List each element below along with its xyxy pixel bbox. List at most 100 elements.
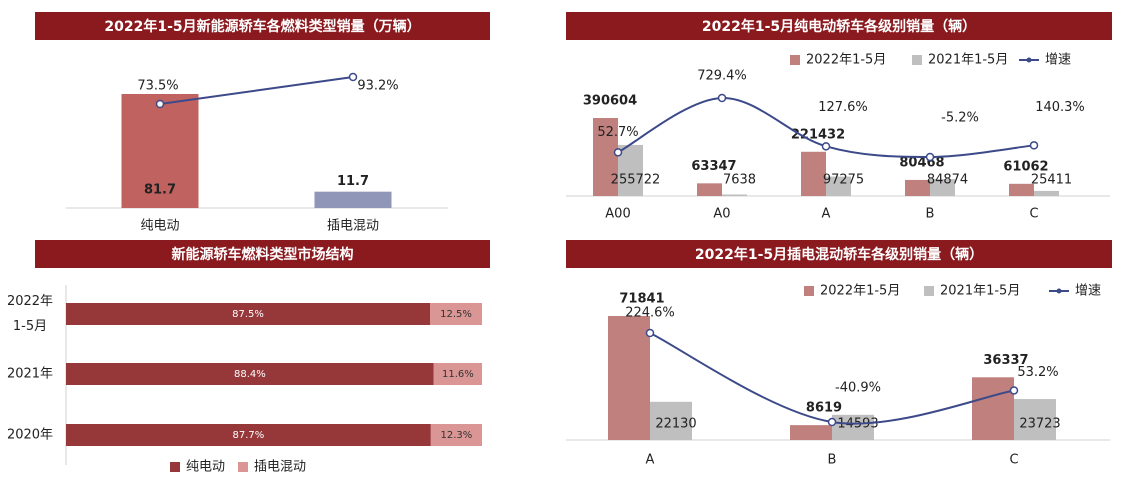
y-tick-label: 1-5月 [13, 319, 47, 334]
bar [1014, 399, 1056, 440]
x-tick-label: C [1029, 207, 1038, 222]
y-tick-label: 2022年 [7, 294, 53, 309]
legend-label: 2022年1-5月 [806, 53, 886, 68]
value-label: 97275 [823, 173, 864, 188]
bar [972, 377, 1014, 440]
bar [790, 425, 832, 440]
title-band [566, 12, 1112, 40]
legend-label: 2022年1-5月 [820, 284, 900, 299]
legend-label: 2021年1-5月 [928, 53, 1008, 68]
bar-segment [66, 303, 430, 325]
value-label: 7638 [723, 173, 756, 188]
bar-segment [66, 363, 434, 385]
legend-label: 纯电动 [186, 460, 225, 475]
bar [930, 179, 955, 196]
value-label: 87.7% [233, 430, 265, 441]
bar [1009, 183, 1034, 196]
value-label: 22130 [655, 417, 696, 432]
growth-point [1009, 386, 1019, 395]
value-label: 87.5% [232, 309, 264, 320]
growth-point [827, 417, 837, 427]
bar [905, 179, 930, 196]
legend-swatch [790, 55, 800, 65]
value-label: 221432 [791, 127, 845, 142]
bar [121, 94, 199, 208]
chart-title: 2022年1-5月纯电动轿车各级别销量（辆） [702, 18, 976, 35]
chart-title: 2022年1-5月新能源轿车各燃料类型销量（万辆） [104, 18, 420, 35]
bar-segment [66, 424, 431, 446]
y-tick-label: 2020年 [7, 428, 53, 443]
x-tick-label: B [926, 207, 935, 222]
x-tick-label: 插电混动 [327, 219, 379, 234]
growth-point [645, 328, 655, 338]
x-tick-label: 纯电动 [140, 219, 179, 234]
growth-point [717, 93, 727, 103]
x-tick-label: B [828, 453, 837, 468]
growth-point [925, 152, 935, 162]
title-band [35, 12, 490, 40]
legend-swatch [804, 286, 814, 296]
x-tick-label: A [646, 453, 655, 468]
bar-segment [430, 303, 482, 325]
value-label: 11.7 [337, 174, 369, 189]
bar [801, 151, 826, 196]
value-label: 61062 [1003, 159, 1048, 174]
legend-label: 插电混动 [254, 460, 306, 475]
growth-point [1029, 141, 1039, 150]
value-label: 63347 [691, 159, 736, 174]
legend-swatch [238, 462, 248, 472]
bar [608, 316, 650, 440]
value-label: 12.3% [441, 430, 473, 441]
x-tick-label: A [822, 207, 831, 222]
value-label: 36337 [983, 353, 1028, 368]
bar [722, 194, 747, 196]
bar [1034, 190, 1059, 196]
bar [618, 144, 643, 196]
value-label: 255722 [611, 173, 661, 188]
legend-label: 增速 [1075, 284, 1101, 299]
growth-label: 93.2% [357, 79, 398, 94]
growth-label: -5.2% [941, 111, 979, 126]
growth-label: 52.7% [597, 125, 638, 140]
legend-dot [1026, 57, 1032, 63]
growth-point [821, 142, 831, 151]
legend-swatch [912, 55, 922, 65]
value-label: 11.6% [442, 369, 474, 380]
bar-segment [433, 363, 482, 385]
x-tick-label: A00 [605, 207, 630, 222]
growth-label: 127.6% [818, 100, 868, 115]
growth-label: 73.5% [137, 79, 178, 94]
growth-label: 53.2% [1017, 365, 1058, 380]
legend-label: 增速 [1045, 53, 1071, 68]
growth-label: 224.6% [625, 306, 675, 321]
growth-line [159, 76, 354, 105]
growth-label: 729.4% [697, 69, 747, 84]
value-label: 25411 [1031, 173, 1072, 188]
growth-label: -40.9% [835, 381, 881, 396]
legend-swatch [924, 286, 934, 296]
bar [832, 414, 874, 440]
bar [697, 183, 722, 196]
bar-segment [430, 424, 482, 446]
value-label: 71841 [619, 292, 664, 307]
bar [593, 118, 618, 196]
value-label: 23723 [1019, 417, 1060, 432]
bar [650, 401, 692, 440]
bar [826, 176, 851, 196]
value-label: 88.4% [234, 369, 266, 380]
legend-dot [1056, 288, 1062, 294]
growth-point [613, 148, 623, 157]
value-label: 81.7 [144, 183, 176, 198]
y-tick-label: 2021年 [7, 367, 53, 382]
growth-label: 140.3% [1035, 100, 1085, 115]
x-tick-label: C [1009, 453, 1018, 468]
title-band [566, 240, 1112, 268]
legend-swatch [170, 462, 180, 472]
value-label: 390604 [583, 94, 637, 109]
growth-point [155, 99, 165, 109]
value-label: 8619 [806, 401, 842, 416]
legend-label: 2021年1-5月 [940, 284, 1020, 299]
value-label: 12.5% [440, 309, 472, 320]
bar [314, 191, 392, 208]
